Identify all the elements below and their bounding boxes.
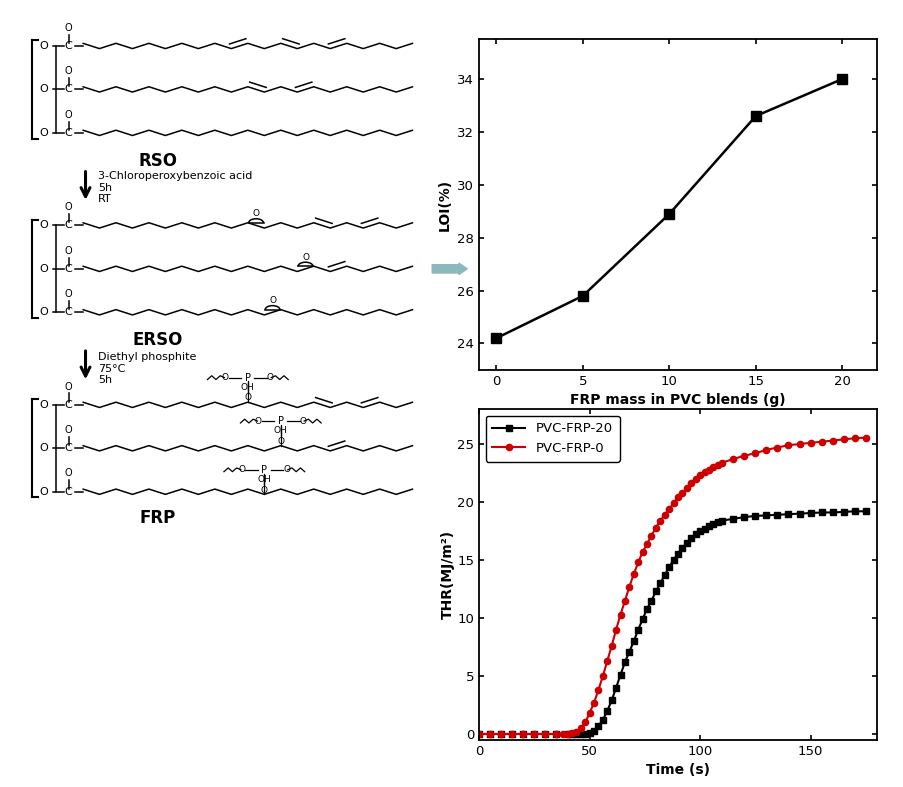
PVC-FRP-0 (707, 463, 718, 472)
Text: O: O (65, 202, 72, 212)
Text: O: O (65, 382, 72, 392)
Text: Diethyl phosphite: Diethyl phosphite (98, 352, 197, 362)
Text: OH: OH (257, 475, 271, 484)
PVC-FRP-0 (837, 434, 848, 444)
Text: C: C (64, 84, 72, 94)
PVC-FRP-0 (583, 708, 594, 718)
Text: C: C (64, 264, 72, 274)
X-axis label: Time (s): Time (s) (646, 763, 709, 778)
PVC-FRP-20 (849, 507, 860, 516)
Text: O: O (255, 416, 261, 426)
Line: PVC-FRP-0: PVC-FRP-0 (476, 434, 868, 737)
Text: O: O (261, 486, 267, 495)
PVC-FRP-20 (698, 524, 709, 534)
PVC-FRP-0 (760, 445, 771, 455)
PVC-FRP-0 (579, 718, 590, 727)
Text: RSO: RSO (138, 152, 177, 170)
PVC-FRP-20 (694, 527, 704, 536)
Text: O: O (40, 486, 49, 497)
Text: O: O (252, 209, 259, 218)
Text: O: O (65, 66, 72, 76)
Text: OH: OH (241, 382, 255, 392)
Text: O: O (40, 127, 49, 138)
Text: O: O (300, 416, 307, 426)
Text: O: O (277, 437, 284, 446)
Text: O: O (284, 465, 290, 475)
X-axis label: FRP mass in PVC blends (g): FRP mass in PVC blends (g) (570, 394, 785, 408)
Text: 5h: 5h (98, 183, 112, 193)
Text: O: O (40, 400, 49, 410)
Text: P: P (277, 416, 284, 426)
Text: O: O (40, 443, 49, 453)
Text: O: O (65, 468, 72, 478)
Text: RT: RT (98, 194, 112, 204)
Legend: PVC-FRP-20, PVC-FRP-0: PVC-FRP-20, PVC-FRP-0 (485, 416, 619, 462)
Text: C: C (64, 443, 72, 453)
Text: O: O (40, 220, 49, 231)
Text: O: O (221, 373, 228, 382)
Y-axis label: THR(MJ/m²): THR(MJ/m²) (440, 530, 454, 619)
Text: C: C (64, 41, 72, 51)
Y-axis label: LOI(%): LOI(%) (437, 179, 452, 231)
PVC-FRP-0 (690, 474, 701, 483)
Text: C: C (64, 400, 72, 410)
PVC-FRP-20 (473, 730, 484, 739)
Text: C: C (64, 486, 72, 497)
Text: 3-Chloroperoxybenzoic acid: 3-Chloroperoxybenzoic acid (98, 172, 252, 181)
Text: O: O (65, 425, 72, 435)
Text: P: P (261, 465, 267, 475)
Text: O: O (65, 289, 72, 299)
Text: P: P (245, 372, 250, 382)
Text: O: O (65, 23, 72, 33)
Text: FRP: FRP (139, 508, 176, 527)
Text: O: O (266, 373, 274, 382)
Text: O: O (40, 264, 49, 274)
PVC-FRP-0 (860, 433, 870, 442)
Text: 75°C: 75°C (98, 364, 126, 374)
PVC-FRP-20 (860, 507, 870, 516)
Text: O: O (40, 84, 49, 94)
Text: OH: OH (274, 426, 287, 435)
Text: O: O (237, 465, 245, 475)
Line: PVC-FRP-20: PVC-FRP-20 (476, 508, 868, 737)
Text: O: O (269, 296, 275, 305)
Text: O: O (40, 307, 49, 317)
PVC-FRP-20 (592, 721, 603, 730)
Text: C: C (64, 220, 72, 231)
Text: O: O (40, 41, 49, 51)
Text: O: O (302, 253, 309, 262)
PVC-FRP-20 (507, 730, 517, 739)
Text: O: O (65, 246, 72, 256)
PVC-FRP-20 (632, 625, 643, 634)
Text: O: O (244, 394, 251, 402)
PVC-FRP-0 (473, 730, 484, 739)
Text: ERSO: ERSO (133, 331, 182, 349)
Text: O: O (65, 109, 72, 120)
Text: 5h: 5h (98, 375, 112, 386)
PVC-FRP-20 (495, 730, 506, 739)
Text: C: C (64, 127, 72, 138)
Text: C: C (64, 307, 72, 317)
